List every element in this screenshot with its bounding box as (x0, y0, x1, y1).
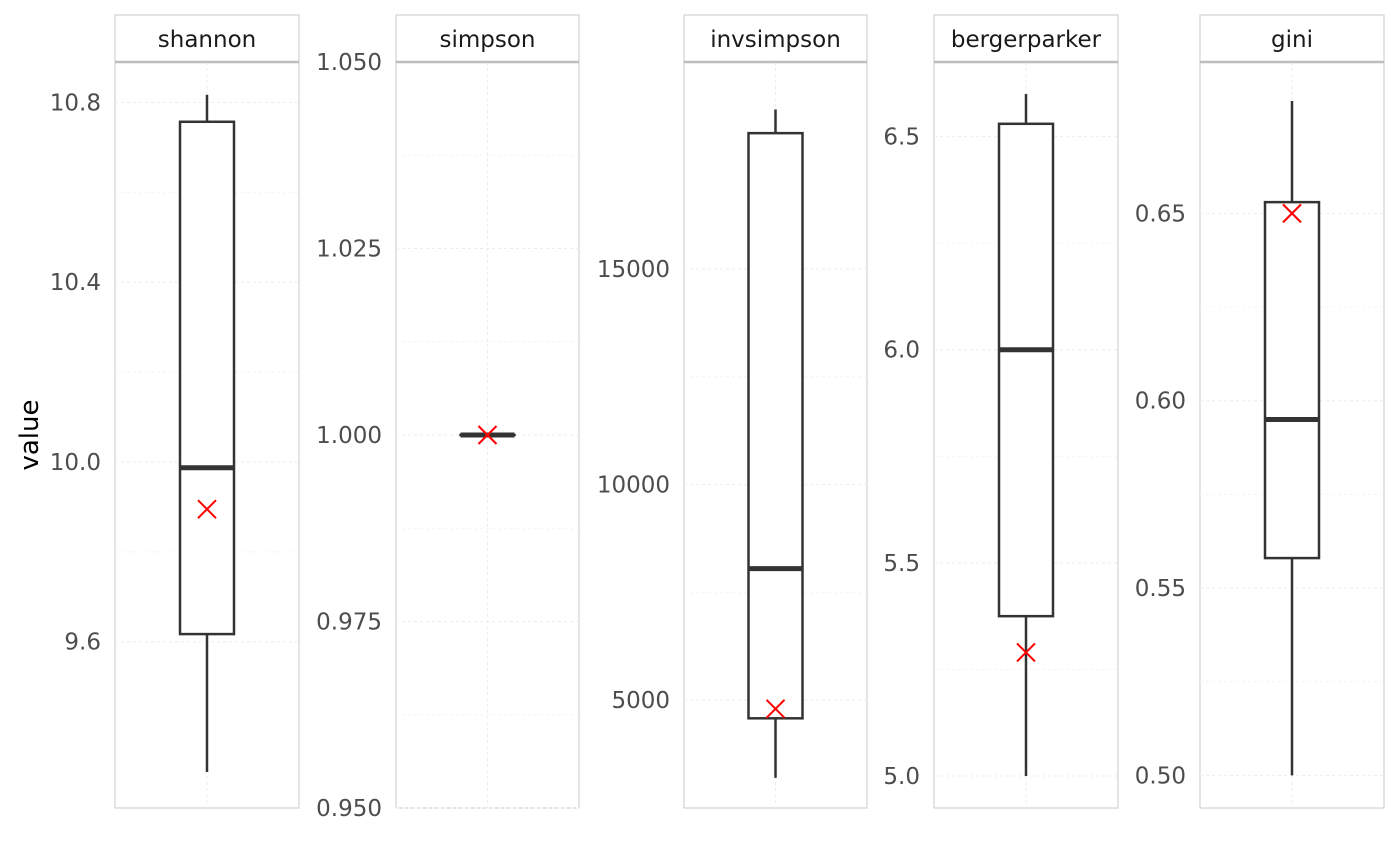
mean-marker (1016, 642, 1036, 663)
box-iqr (997, 122, 1055, 618)
mean-marker (197, 499, 217, 519)
mean-marker (765, 699, 786, 719)
strip-box (683, 14, 868, 63)
y-tick-label: 6.0 (883, 338, 920, 364)
y-tick-label: 15000 (597, 257, 670, 283)
y-tick-label: 1.000 (316, 423, 382, 449)
mean-marker-stroke (765, 699, 786, 719)
y-tick-label: 5000 (611, 688, 670, 714)
y-axis-title: value (15, 399, 45, 470)
y-tick-label: 0.950 (316, 796, 382, 822)
y-tick-label: 10000 (597, 473, 670, 499)
panel-invsimpson: invsimpson 5000 10000 15000 (597, 14, 868, 809)
mean-marker-stroke (1016, 642, 1036, 663)
strip-box (114, 14, 300, 63)
panel-simpson: simpson 0.950 0.975 1.000 1.025 1.050 (316, 14, 580, 822)
strip-label: shannon (158, 27, 256, 53)
y-tick-label: 0.60 (1135, 389, 1186, 415)
y-tick-label: 0.975 (316, 610, 382, 636)
strip-box (1199, 14, 1385, 63)
y-tick-label: 10.8 (50, 90, 101, 116)
y-tick-label: 0.50 (1135, 763, 1186, 789)
strip-label: bergerparker (951, 27, 1102, 53)
mean-marker-stroke (477, 425, 498, 445)
y-tick-label: 5.5 (883, 551, 920, 577)
y-tick-label: 1.050 (316, 50, 382, 76)
strip-box (395, 14, 580, 63)
strip-label: gini (1271, 27, 1313, 53)
panel-bergerparker: bergerparker 5.0 5.5 6.0 6.5 (883, 14, 1119, 809)
y-tick-label: 6.5 (883, 125, 920, 151)
mean-marker-stroke (1282, 203, 1302, 224)
mean-marker (477, 425, 498, 445)
facet-panels: shannon 9.6 10.0 10.4 10.8 simpson 0.950 0.975 1… (50, 14, 1385, 822)
panel-shannon: shannon 9.6 10.0 10.4 10.8 (50, 14, 300, 809)
panel-gini: gini 0.50 0.55 0.60 0.65 (1135, 14, 1385, 809)
strip-label: simpson (439, 27, 535, 53)
y-tick-label: 0.65 (1135, 201, 1186, 227)
box-iqr (747, 131, 804, 720)
box-iqr (178, 120, 236, 636)
mean-marker-stroke (197, 499, 217, 519)
y-tick-label: 10.4 (50, 270, 101, 296)
y-tick-label: 5.0 (883, 764, 920, 790)
y-tick-label: 9.6 (64, 630, 101, 656)
y-tick-label: 0.55 (1135, 576, 1186, 602)
strip-label: invsimpson (710, 27, 841, 53)
mean-marker (1282, 203, 1302, 224)
strip-box (933, 14, 1119, 63)
y-tick-label: 10.0 (50, 450, 101, 476)
box-iqr (1263, 200, 1321, 560)
y-tick-label: 1.025 (316, 237, 382, 263)
